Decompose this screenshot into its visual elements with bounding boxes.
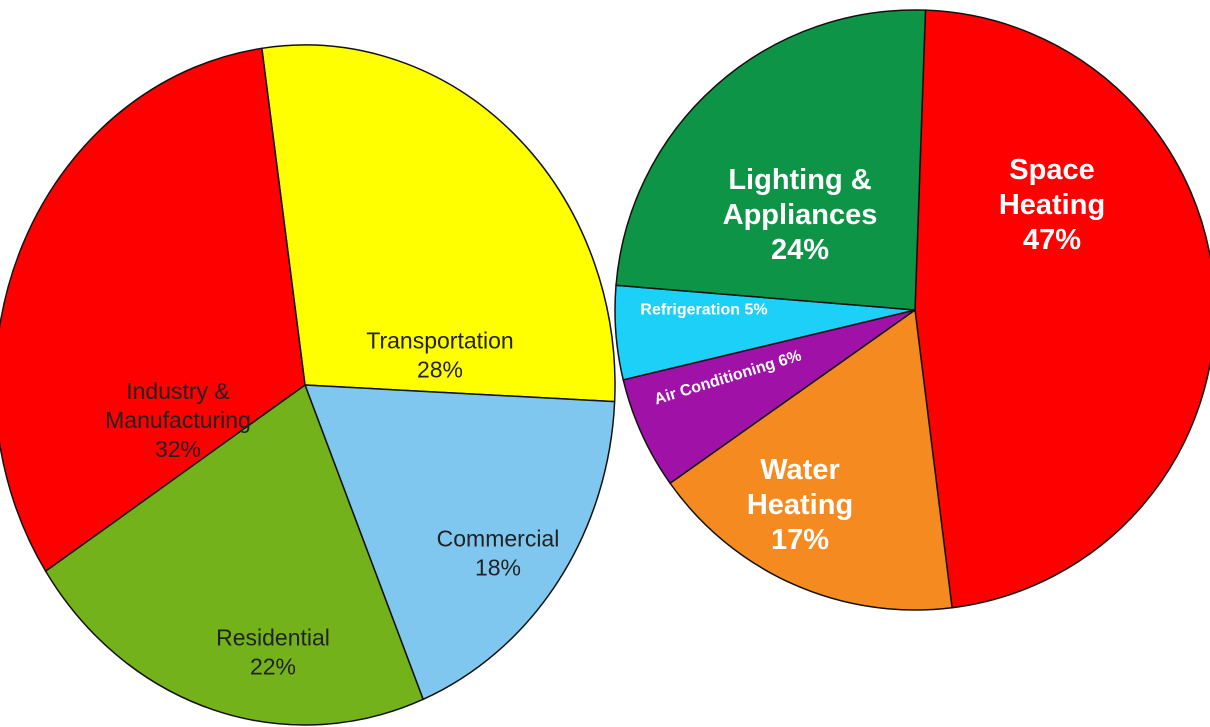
pie-slice [303,384,616,701]
value-label: 28% [416,356,464,382]
category-label: Transportation [366,327,514,354]
slice-label: Industry & Manufacturing 32% [83,377,273,463]
category-label: Water Heating [746,453,854,521]
category-label: Lighting & Appliances [722,163,878,231]
pie-slice [0,47,306,573]
slice-label: Transportation 28% [350,326,530,384]
value-label: 22% [249,653,297,679]
slice-label: Residential 22% [193,623,353,681]
pie-slice [44,383,425,726]
slice-label: Space Heating 47% [977,153,1127,257]
value-label: 5% [744,301,768,319]
value-label: 17% [770,523,830,556]
slice-label: Commercial 18% [408,524,588,582]
category-label: Refrigeration [640,301,740,319]
pie-slice [615,9,927,311]
value-label: 47% [1022,223,1082,256]
category-label: Industry & Manufacturing [105,377,251,433]
value-label: 24% [770,233,830,266]
slice-label: Water Heating 17% [725,453,875,557]
slice-label: Lighting & Appliances 24% [700,163,900,267]
pie-slice [669,308,953,611]
pie-slice [914,9,1210,609]
category-label: Commercial [436,525,560,552]
value-label: 18% [474,554,522,580]
category-label: Residential [216,624,330,651]
pie-slice [261,44,616,403]
category-label: Space Heating [998,153,1106,221]
value-label: 32% [154,435,202,462]
slice-label: Refrigeration 5% [640,300,767,319]
